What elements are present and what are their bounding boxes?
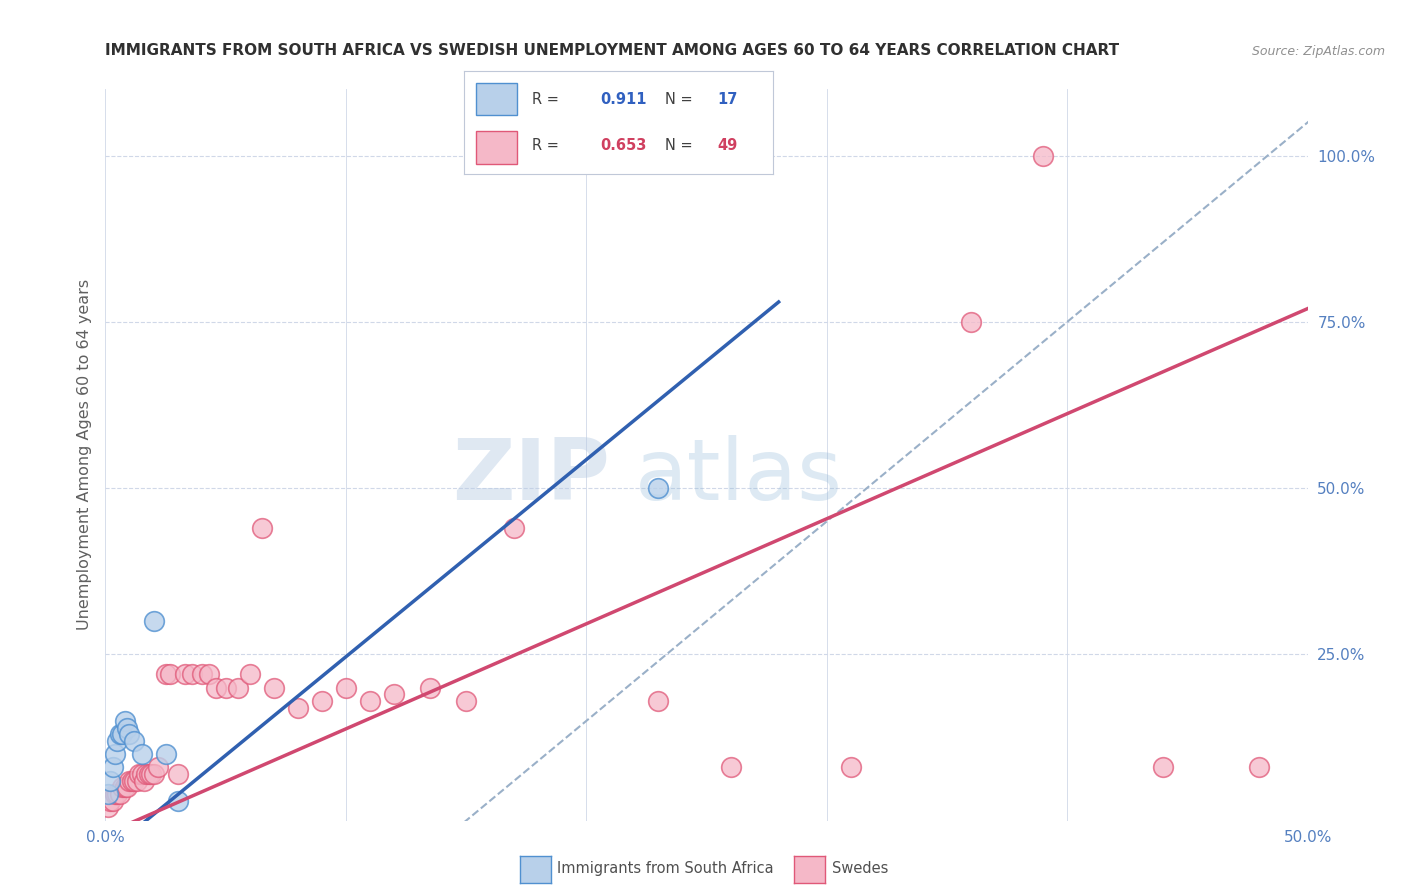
Text: Source: ZipAtlas.com: Source: ZipAtlas.com	[1251, 45, 1385, 58]
Point	[1249, 760, 1271, 774]
Text: 0.911: 0.911	[600, 92, 647, 106]
Text: IMMIGRANTS FROM SOUTH AFRICA VS SWEDISH UNEMPLOYMENT AMONG AGES 60 TO 64 YEARS C: IMMIGRANTS FROM SOUTH AFRICA VS SWEDISH …	[105, 43, 1119, 58]
Point	[121, 773, 143, 788]
Text: 0.653: 0.653	[600, 137, 647, 153]
Point	[125, 773, 148, 788]
Point	[1032, 149, 1054, 163]
Point	[104, 787, 127, 801]
Point	[115, 780, 138, 795]
Point	[128, 767, 150, 781]
Point	[98, 794, 121, 808]
Point	[960, 315, 983, 329]
Point	[503, 521, 526, 535]
Point	[239, 667, 262, 681]
Point	[159, 667, 181, 681]
Point	[108, 727, 131, 741]
Point	[173, 667, 195, 681]
Point	[647, 694, 669, 708]
Text: Swedes: Swedes	[832, 862, 889, 876]
Point	[139, 767, 162, 781]
Point	[114, 714, 136, 728]
Point	[111, 780, 134, 795]
Text: N =: N =	[665, 137, 697, 153]
Point	[142, 614, 165, 628]
Point	[287, 700, 309, 714]
Text: R =: R =	[531, 137, 564, 153]
Point	[111, 727, 134, 741]
Text: atlas: atlas	[634, 435, 842, 518]
Point	[419, 681, 441, 695]
Point	[454, 694, 477, 708]
Point	[131, 747, 153, 761]
Point	[198, 667, 221, 681]
Text: 17: 17	[717, 92, 738, 106]
FancyBboxPatch shape	[477, 83, 516, 115]
Point	[101, 794, 124, 808]
Point	[155, 667, 177, 681]
Point	[135, 767, 157, 781]
Point	[250, 521, 273, 535]
Point	[124, 773, 146, 788]
Point	[115, 721, 138, 735]
Point	[335, 681, 357, 695]
Point	[382, 687, 405, 701]
FancyBboxPatch shape	[477, 131, 516, 163]
Point	[104, 747, 127, 761]
Point	[359, 694, 381, 708]
Point	[166, 767, 188, 781]
Point	[214, 681, 236, 695]
Point	[263, 681, 285, 695]
Point	[107, 734, 129, 748]
Point	[166, 794, 188, 808]
Text: N =: N =	[665, 92, 697, 106]
Point	[118, 727, 141, 741]
Point	[107, 787, 129, 801]
Point	[108, 787, 131, 801]
Text: 49: 49	[717, 137, 738, 153]
Point	[132, 773, 155, 788]
Point	[138, 767, 160, 781]
Point	[647, 481, 669, 495]
Point	[124, 734, 146, 748]
Point	[1152, 760, 1174, 774]
Point	[98, 773, 121, 788]
Point	[97, 787, 120, 801]
Point	[142, 767, 165, 781]
Point	[148, 760, 170, 774]
Point	[97, 800, 120, 814]
Point	[226, 681, 249, 695]
Text: R =: R =	[531, 92, 564, 106]
Point	[205, 681, 228, 695]
Text: ZIP: ZIP	[453, 435, 610, 518]
Point	[155, 747, 177, 761]
Y-axis label: Unemployment Among Ages 60 to 64 years: Unemployment Among Ages 60 to 64 years	[76, 279, 91, 631]
Point	[114, 780, 136, 795]
Point	[720, 149, 742, 163]
Point	[131, 767, 153, 781]
Text: Immigrants from South Africa: Immigrants from South Africa	[557, 862, 773, 876]
Point	[311, 694, 333, 708]
Point	[181, 667, 204, 681]
Point	[720, 760, 742, 774]
Point	[118, 773, 141, 788]
Point	[839, 760, 862, 774]
Point	[190, 667, 212, 681]
Point	[101, 760, 124, 774]
